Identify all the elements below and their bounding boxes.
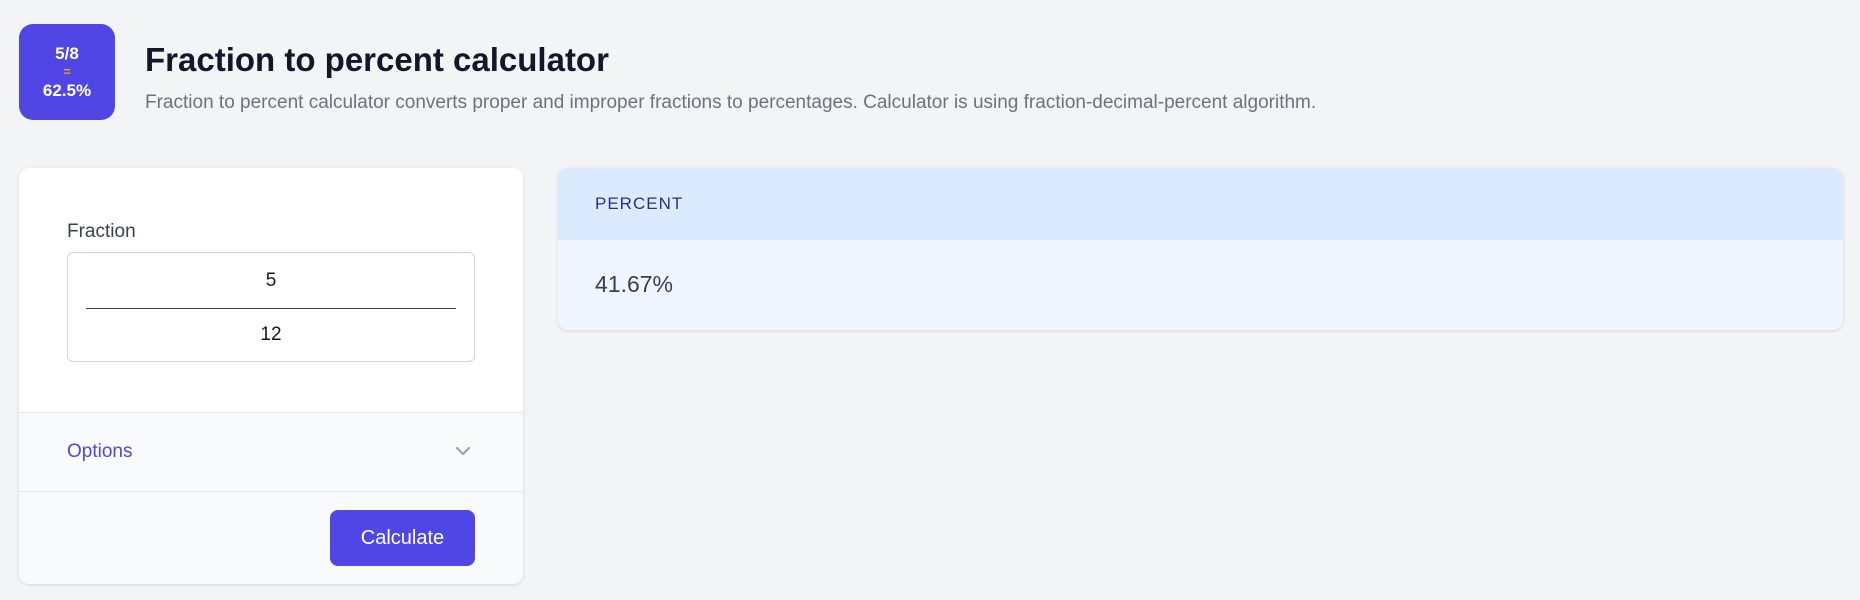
calculator-form: Fraction Options Calculate <box>19 168 523 584</box>
result-header: PERCENT <box>558 168 1843 240</box>
options-label: Options <box>67 441 133 462</box>
page-subtitle: Fraction to percent calculator converts … <box>145 92 1317 113</box>
form-footer: Calculate <box>19 492 523 584</box>
denominator-input[interactable] <box>68 317 474 353</box>
result-value: 41.67% <box>595 271 674 297</box>
logo-equals: = <box>63 64 71 79</box>
numerator-input[interactable] <box>68 263 474 299</box>
result-panel: PERCENT 41.67% <box>558 168 1843 330</box>
app-logo: 5/8 = 62.5% <box>19 24 115 120</box>
page-title: Fraction to percent calculator <box>145 41 609 78</box>
logo-fraction: 5/8 <box>55 44 79 63</box>
fraction-bar <box>86 308 456 309</box>
fraction-input-box <box>67 252 475 362</box>
result-header-label: PERCENT <box>595 194 684 213</box>
fraction-label: Fraction <box>67 221 136 242</box>
calculate-button[interactable]: Calculate <box>330 510 475 566</box>
options-toggle[interactable]: Options <box>19 412 523 492</box>
logo-percent: 62.5% <box>42 81 92 100</box>
chevron-down-icon <box>455 446 471 456</box>
